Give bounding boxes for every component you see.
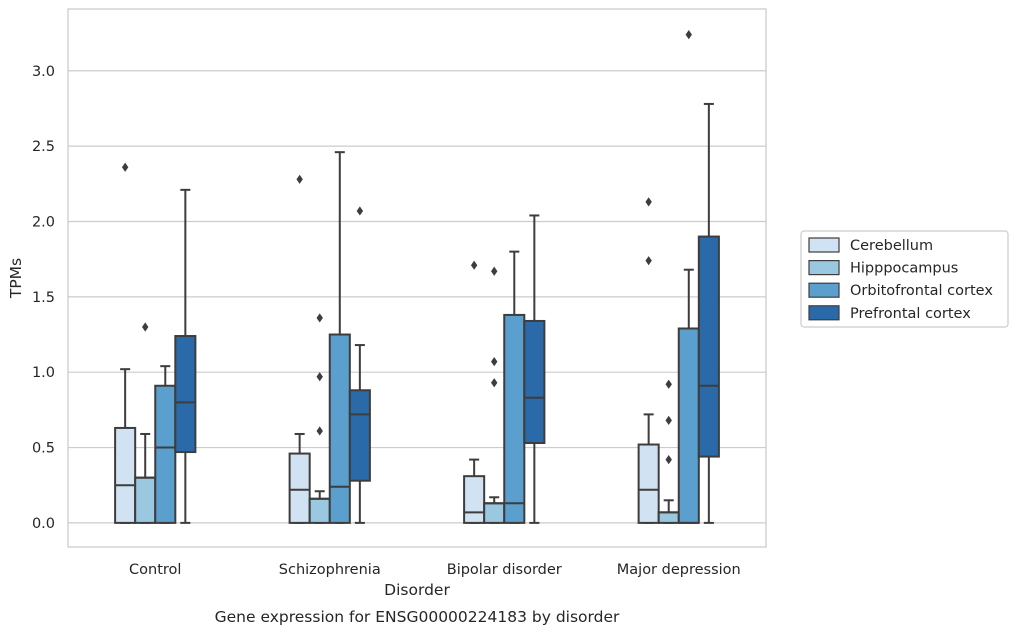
box xyxy=(677,327,700,524)
box xyxy=(134,476,157,524)
box xyxy=(523,319,546,445)
outlier-point xyxy=(491,266,498,276)
box-series-hipppocampus xyxy=(134,266,680,524)
outlier-point xyxy=(356,206,364,216)
outlier-point xyxy=(491,357,498,367)
outlier-point xyxy=(316,313,323,323)
y-tick-label: 0.0 xyxy=(32,516,55,532)
outlier-point xyxy=(685,30,692,40)
x-tick-label: Bipolar disorder xyxy=(447,562,562,578)
box xyxy=(463,475,486,524)
outlier-point xyxy=(645,256,652,266)
box xyxy=(348,389,371,482)
x-axis-label: Disorder xyxy=(384,581,450,599)
box-series-orbitofrontal-cortex xyxy=(154,30,700,524)
y-tick-label: 3.0 xyxy=(32,64,55,80)
outlier-point xyxy=(665,454,672,465)
legend-frame xyxy=(800,230,1009,328)
outlier-point xyxy=(121,162,129,172)
outlier-point xyxy=(491,378,498,388)
box xyxy=(288,452,311,524)
outlier-point xyxy=(296,174,303,184)
box xyxy=(154,384,177,524)
box xyxy=(174,335,197,454)
box xyxy=(697,235,720,458)
y-tick-label: 1.0 xyxy=(32,365,55,381)
legend-swatch xyxy=(808,282,840,298)
y-tick-label: 2.0 xyxy=(32,214,55,230)
y-axis-label: TPMs xyxy=(7,258,25,299)
x-axis-ticks: Control Schizophrenia Bipolar disorder Majo… xyxy=(129,562,741,578)
y-tick-label: 1.5 xyxy=(32,290,55,306)
box xyxy=(503,313,526,524)
box xyxy=(308,497,331,524)
chart-caption: Gene expression for ENSG00000224183 by d… xyxy=(215,608,620,626)
outlier-point xyxy=(470,260,478,270)
plot-frame xyxy=(67,8,767,548)
legend-swatch xyxy=(808,260,840,276)
y-tick-label: 2.5 xyxy=(32,139,55,155)
y-tick-label: 0.5 xyxy=(32,441,55,457)
box xyxy=(657,511,680,524)
box xyxy=(483,502,506,524)
x-tick-label: Control xyxy=(129,562,181,578)
legend-swatch xyxy=(808,237,840,253)
legend-swatch xyxy=(808,305,840,321)
outlier-point xyxy=(665,415,672,426)
outlier-point xyxy=(142,322,149,332)
legend-label: Prefrontal cortex xyxy=(850,306,971,322)
legend-label: Cerebellum xyxy=(850,238,933,254)
box-series-prefrontal-cortex xyxy=(174,102,720,524)
box-plot-series xyxy=(114,30,720,524)
y-axis-ticks: 0.0 0.5 1.0 1.5 2.0 2.5 3.0 xyxy=(32,64,55,532)
box xyxy=(114,426,137,524)
outlier-point xyxy=(316,426,323,436)
outlier-point xyxy=(665,379,672,389)
outlier-point xyxy=(645,197,652,207)
legend: Cerebellum Hipppocampus Orbitofrontal cort… xyxy=(800,230,1009,328)
legend-label: Orbitofrontal cortex xyxy=(850,283,993,299)
x-tick-label: Schizophrenia xyxy=(279,562,381,578)
box-series-cerebellum xyxy=(114,162,660,524)
outlier-point xyxy=(316,372,323,382)
x-tick-label: Major depression xyxy=(617,562,741,578)
box xyxy=(637,443,660,524)
legend-label: Hipppocampus xyxy=(850,261,958,277)
box xyxy=(328,333,351,524)
